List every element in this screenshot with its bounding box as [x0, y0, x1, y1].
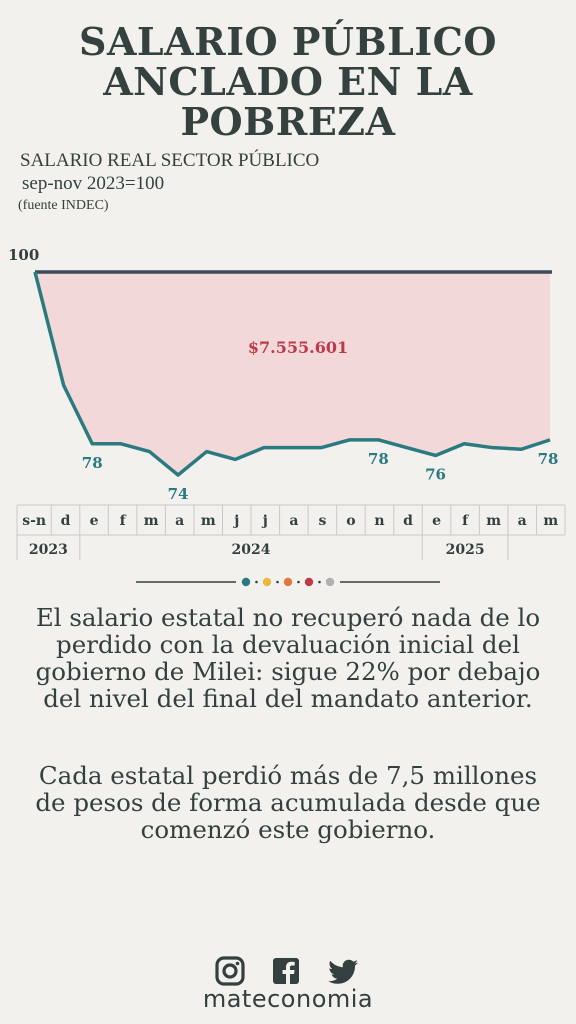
- data-label: 78: [538, 450, 559, 468]
- divider-dot: [304, 577, 314, 587]
- x-tick-label: d: [61, 513, 71, 529]
- x-tick-label: e: [432, 513, 441, 529]
- x-tick-label: f: [120, 513, 127, 529]
- divider-dot: [283, 577, 293, 587]
- data-label: 74: [168, 485, 189, 503]
- x-tick-label: s: [318, 513, 326, 529]
- divider-small-dot: [255, 580, 258, 584]
- x-tick-label: s-n: [22, 513, 46, 529]
- divider-small-dot: [276, 580, 279, 584]
- data-label: 76: [425, 465, 446, 483]
- x-tick-label: a: [289, 513, 298, 529]
- data-label: 78: [368, 450, 389, 468]
- divider-dot: [325, 577, 335, 587]
- x-tick-label: f: [462, 513, 469, 529]
- x-tick-label: e: [90, 513, 99, 529]
- brand-name: mateconomia: [202, 985, 374, 1013]
- x-tick-label: n: [374, 513, 384, 529]
- x-tick-label: j: [261, 513, 268, 529]
- social-icons: [0, 955, 576, 991]
- base-value-label: 100: [8, 246, 39, 264]
- x-tick-label: m: [201, 513, 216, 529]
- divider-small-dot: [318, 580, 321, 584]
- year-label: 2025: [446, 542, 485, 558]
- x-tick-label: m: [543, 513, 558, 529]
- year-label: 2023: [29, 542, 68, 558]
- chart-source: (fuente INDEC): [18, 198, 109, 213]
- chart-subtitle: SALARIO REAL SECTOR PÚBLICO: [20, 150, 320, 171]
- data-label: 78: [82, 454, 103, 472]
- x-tick-label: j: [232, 513, 239, 529]
- instagram-icon[interactable]: [215, 956, 245, 986]
- x-tick-label: m: [144, 513, 159, 529]
- x-tick-label: a: [518, 513, 527, 529]
- divider-dot: [262, 577, 272, 587]
- area-annotation: $7.555.601: [248, 338, 348, 357]
- x-tick-label: m: [486, 513, 501, 529]
- x-tick-label: d: [403, 513, 413, 529]
- body-paragraph-1: El salario estatal no recuperó nada de l…: [35, 603, 541, 713]
- section-divider: [136, 577, 440, 587]
- x-tick-label: o: [346, 513, 355, 529]
- divider-small-dot: [297, 580, 300, 584]
- body-paragraph-2: Cada estatal perdió más de 7,5 millones …: [35, 761, 541, 844]
- loss-area: [35, 272, 550, 475]
- year-label: 2024: [232, 542, 271, 558]
- divider-dot: [241, 577, 251, 587]
- chart-base-note: sep-nov 2023=100: [22, 173, 165, 194]
- facebook-icon[interactable]: [273, 958, 299, 984]
- x-tick-label: a: [175, 513, 184, 529]
- twitter-icon[interactable]: [328, 959, 358, 984]
- page-title: SALARIO PÚBLICO ANCLADO EN LA POBREZA: [79, 19, 497, 144]
